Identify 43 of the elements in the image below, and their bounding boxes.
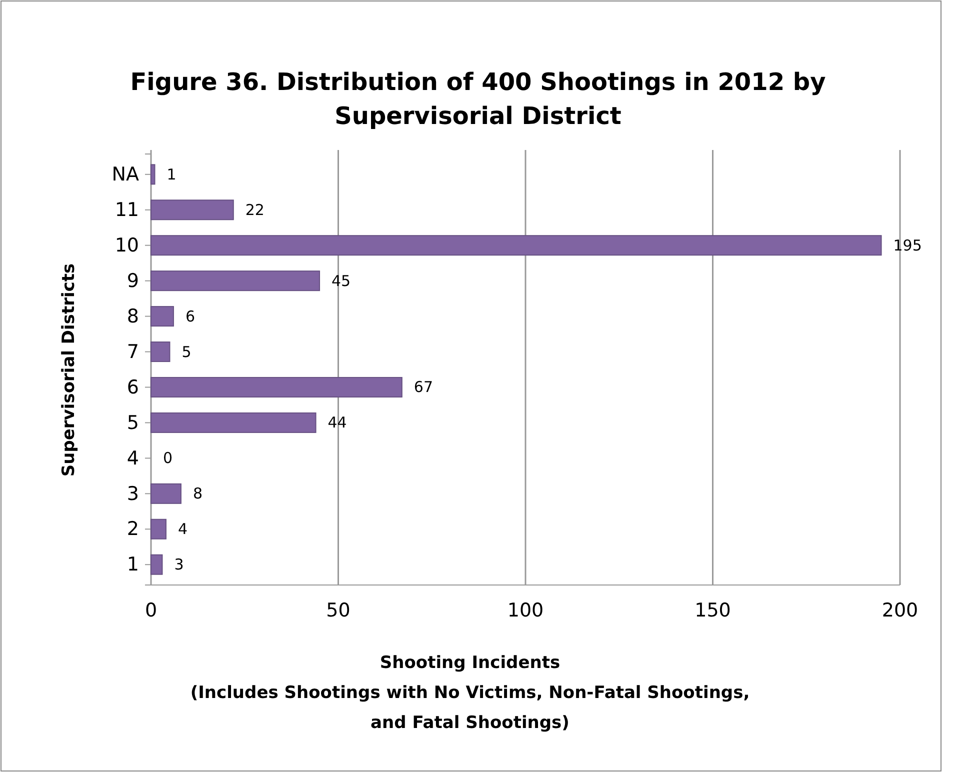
x-tick-label: 150 <box>694 599 731 622</box>
y-tick-label: NA <box>112 163 139 186</box>
y-tick-label: 6 <box>126 376 139 398</box>
data-label: 8 <box>192 484 203 503</box>
bar <box>150 342 170 362</box>
x-tick-label: 100 <box>507 599 544 622</box>
data-label: 3 <box>174 556 184 574</box>
bar <box>150 270 320 292</box>
data-label: 22 <box>245 200 264 219</box>
data-label: 195 <box>893 236 922 254</box>
data-label: 45 <box>332 272 351 290</box>
data-label: 5 <box>182 342 192 361</box>
x-tick-label: 0 <box>144 599 158 622</box>
y-tick-label: 7 <box>126 340 139 363</box>
y-tick-label: 11 <box>114 198 139 221</box>
data-label: 44 <box>328 414 347 432</box>
bar <box>150 306 174 327</box>
x-tick-label: 200 <box>882 599 918 622</box>
data-label: 6 <box>185 307 196 326</box>
bar <box>150 164 156 185</box>
bar <box>150 518 166 540</box>
y-axis-title: Supervisorial Districts <box>59 263 79 477</box>
bar <box>150 376 402 398</box>
y-tick-label: 10 <box>114 234 139 256</box>
y-tick-label: 3 <box>126 482 139 505</box>
y-tick-label: 2 <box>126 518 139 540</box>
y-tick-label: 1 <box>126 554 139 576</box>
chart-title: Figure 36. Distribution of 400 Shootings in 2012 by Supervisorial District <box>130 68 826 130</box>
data-label: 0 <box>163 449 173 468</box>
bar <box>150 554 163 575</box>
y-tick-label: 9 <box>126 270 139 292</box>
x-tick-label: 50 <box>326 599 350 622</box>
y-tick-label: 5 <box>126 412 139 434</box>
bar <box>150 200 234 220</box>
x-axis-title: Shooting Incidents (Includes Shootings with No Victims, Non-Fatal Shootings, and Fatal Shootings) <box>190 653 750 733</box>
data-label: 4 <box>178 520 188 538</box>
bar <box>150 483 182 504</box>
bar <box>150 412 316 433</box>
data-label: 1 <box>166 165 176 184</box>
bar <box>150 235 882 256</box>
y-tick-label: 8 <box>126 305 139 328</box>
y-tick-label: 4 <box>126 447 139 470</box>
data-label: 67 <box>414 378 434 396</box>
